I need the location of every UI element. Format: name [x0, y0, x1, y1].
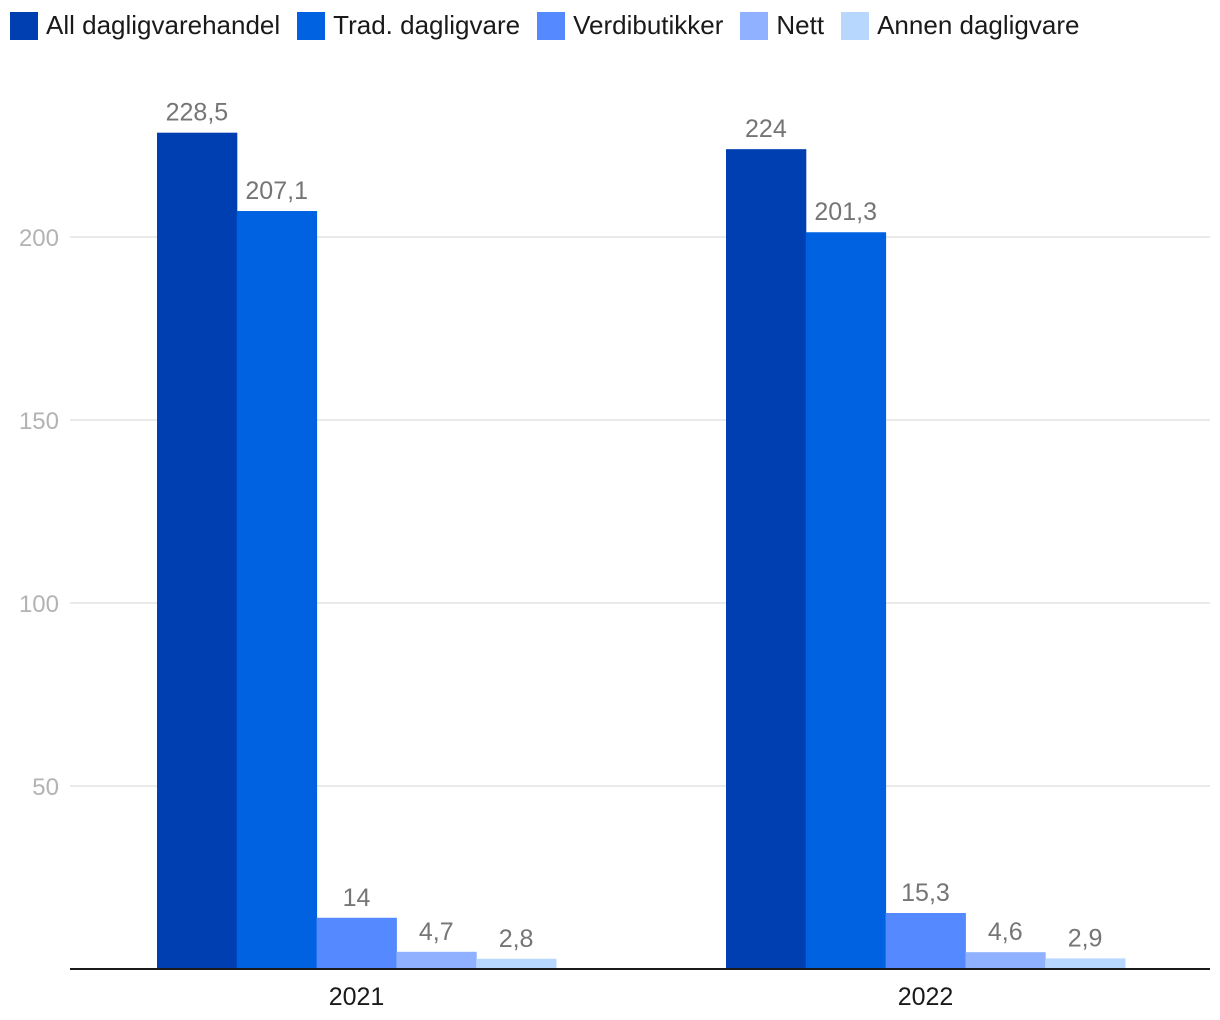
y-tick-label: 200: [19, 225, 59, 252]
legend-item[interactable]: Trad. dagligvare: [297, 10, 520, 41]
bar: [316, 917, 397, 969]
data-label: 201,3: [814, 198, 877, 226]
bar: [885, 913, 966, 969]
legend-item[interactable]: All dagligvarehandel: [10, 10, 280, 41]
legend: All dagligvarehandel Trad. dagligvare Verd…: [10, 10, 1096, 41]
data-label: 14: [343, 884, 371, 912]
data-label: 4,6: [988, 918, 1023, 946]
legend-label: Verdibutikker: [573, 10, 724, 40]
bar: [805, 232, 887, 969]
legend-item[interactable]: Nett: [740, 10, 824, 41]
legend-swatch: [537, 11, 566, 40]
data-label: 2,8: [499, 925, 534, 953]
data-label: 4,7: [419, 918, 454, 946]
data-label: 224: [745, 115, 787, 143]
data-label: 228,5: [166, 99, 229, 127]
x-category-label: 2021: [329, 983, 385, 1011]
legend-item[interactable]: Verdibutikker: [537, 10, 723, 41]
bar: [965, 952, 1046, 969]
data-label: 15,3: [901, 879, 950, 907]
bar: [236, 211, 318, 969]
y-tick-label: 50: [32, 774, 59, 801]
data-label: 207,1: [245, 177, 308, 205]
legend-label: Trad. dagligvare: [333, 10, 521, 40]
legend-item[interactable]: Annen dagligvare: [841, 10, 1079, 41]
legend-label: Annen dagligvare: [877, 10, 1080, 40]
bar: [476, 958, 557, 969]
data-label: 2,9: [1068, 924, 1103, 952]
bar: [396, 951, 477, 969]
bar: [1045, 958, 1126, 969]
y-tick-label: 150: [19, 408, 59, 435]
legend-swatch: [297, 11, 326, 40]
legend-swatch: [841, 11, 870, 40]
legend-label: All dagligvarehandel: [46, 10, 281, 40]
bar: [726, 149, 807, 969]
legend-swatch: [740, 11, 769, 40]
legend-swatch: [10, 11, 38, 40]
legend-label: Nett: [776, 10, 825, 40]
x-category-label: 2022: [898, 983, 954, 1011]
y-tick-label: 100: [19, 591, 59, 618]
bar: [157, 132, 238, 969]
